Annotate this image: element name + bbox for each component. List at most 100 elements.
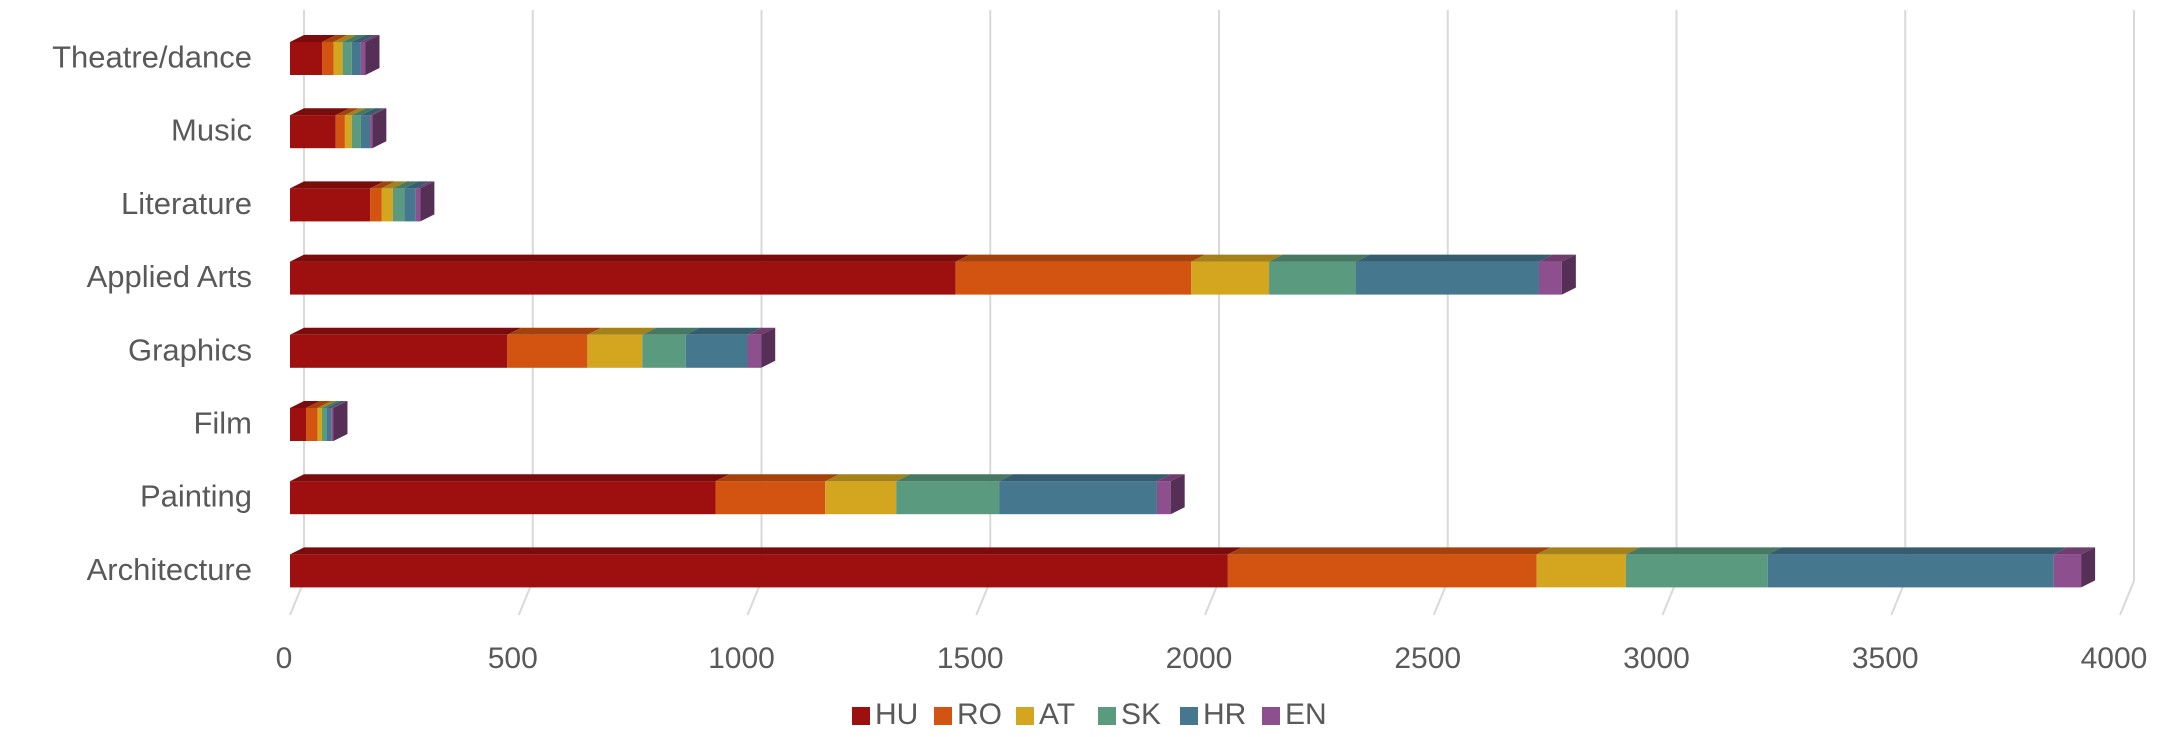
bar-applied-arts-ro bbox=[955, 254, 1206, 295]
legend-item-ro: RO bbox=[934, 698, 1002, 731]
bar-theatre-dance-hr bbox=[351, 35, 375, 75]
bar-face bbox=[1538, 261, 1562, 295]
bar-top bbox=[1355, 254, 1553, 262]
legend-label: SK bbox=[1121, 698, 1161, 731]
bar-side bbox=[333, 401, 348, 441]
bar-top bbox=[370, 181, 396, 189]
x-tick-label-1500: 1500 bbox=[937, 642, 1004, 675]
bar-top bbox=[351, 108, 375, 116]
bar-top bbox=[955, 254, 1206, 262]
bar-top bbox=[587, 327, 657, 335]
bar-top bbox=[392, 181, 419, 189]
bar-face bbox=[290, 115, 336, 149]
bar-face bbox=[326, 408, 332, 441]
bar-top bbox=[326, 401, 346, 408]
bar-architecture-sk bbox=[1625, 547, 1782, 588]
bar-face bbox=[290, 261, 956, 295]
bar-face bbox=[290, 481, 716, 515]
bar-applied-arts-en bbox=[1538, 254, 1576, 295]
bar-music-hu bbox=[290, 108, 350, 149]
bar-face bbox=[344, 115, 352, 149]
bar-architecture-ro bbox=[1227, 547, 1551, 588]
bar-face bbox=[1355, 261, 1539, 295]
bar-applied-arts-sk bbox=[1269, 254, 1370, 295]
bar-side bbox=[1170, 474, 1185, 515]
bar-top bbox=[381, 181, 407, 189]
bar-face bbox=[317, 408, 323, 441]
bar-graphics-at bbox=[587, 327, 657, 368]
bar-top bbox=[290, 35, 337, 42]
bar-literature-hu bbox=[290, 181, 385, 222]
bar-face bbox=[351, 115, 361, 149]
legend-swatch bbox=[1180, 707, 1198, 725]
bar-top bbox=[290, 474, 730, 482]
bar-face bbox=[392, 188, 405, 222]
bar-face bbox=[1767, 554, 2054, 588]
bar-face bbox=[370, 188, 382, 222]
bar-music-en bbox=[370, 108, 387, 149]
legend-item-hu: HU bbox=[852, 698, 918, 731]
bar-music-hr bbox=[360, 108, 385, 149]
gridline-floor bbox=[2119, 580, 2135, 616]
bar-top bbox=[335, 108, 359, 116]
x-tick-label-4000: 4000 bbox=[2081, 642, 2148, 675]
bar-face bbox=[747, 334, 762, 368]
bar-face bbox=[1269, 261, 1356, 295]
bar-top bbox=[1536, 547, 1640, 555]
bar-graphics-hu bbox=[290, 327, 522, 368]
bar-top bbox=[290, 547, 1242, 555]
bar-face bbox=[1536, 554, 1626, 588]
bar-top bbox=[317, 401, 337, 408]
bar-architecture-hu bbox=[290, 547, 1242, 588]
category-label-film: Film bbox=[193, 406, 252, 441]
bar-music-ro bbox=[335, 108, 359, 149]
bar-top bbox=[2053, 547, 2096, 555]
bar-face bbox=[351, 42, 361, 75]
x-tick-label-2500: 2500 bbox=[1394, 642, 1461, 675]
legend-swatch bbox=[934, 707, 952, 725]
bar-music-at bbox=[344, 108, 366, 149]
bar-side bbox=[420, 181, 435, 222]
bar-top bbox=[507, 327, 602, 335]
bar-top bbox=[290, 181, 385, 189]
x-axis-ticks: 0 500 1000 1500 2000 2500 3000 3500 4000 bbox=[276, 642, 2148, 675]
x-tick-label-500: 500 bbox=[488, 642, 538, 675]
bar-painting-hr bbox=[999, 474, 1171, 515]
bar-painting-ro bbox=[715, 474, 840, 515]
legend-item-at: AT bbox=[1016, 698, 1075, 731]
bar-film-hu bbox=[290, 401, 321, 441]
bar-top bbox=[290, 327, 522, 335]
bar-top bbox=[322, 35, 348, 42]
bar-graphics-ro bbox=[507, 327, 602, 368]
bar-face bbox=[290, 334, 508, 368]
bar-face bbox=[1227, 554, 1537, 588]
bar-top bbox=[1269, 254, 1370, 262]
bar-face bbox=[290, 408, 307, 441]
bar-literature-sk bbox=[392, 181, 419, 222]
bar-top bbox=[290, 401, 321, 408]
bar-film-sk bbox=[322, 401, 341, 441]
bar-top bbox=[1538, 254, 1576, 262]
bar-face bbox=[685, 334, 748, 368]
legend-label: RO bbox=[957, 698, 1002, 731]
bar-top bbox=[1625, 547, 1782, 555]
legend-item-en: EN bbox=[1262, 698, 1327, 731]
bar-graphics-sk bbox=[642, 327, 700, 368]
bar-architecture-hr bbox=[1767, 547, 2068, 588]
bar-face bbox=[333, 42, 343, 75]
bar-top bbox=[825, 474, 911, 482]
x-tick-label-2000: 2000 bbox=[1166, 642, 1233, 675]
bar-face bbox=[290, 554, 1228, 588]
bar-theatre-dance-sk bbox=[342, 35, 366, 75]
bar-top bbox=[685, 327, 762, 335]
bar-architecture-en bbox=[2053, 547, 2096, 588]
bar-face bbox=[1191, 261, 1270, 295]
bar-side bbox=[372, 108, 387, 149]
bar-theatre-dance-ro bbox=[322, 35, 348, 75]
bar-side bbox=[761, 327, 776, 368]
bar-film-hr bbox=[326, 401, 346, 441]
bar-top bbox=[360, 108, 385, 116]
bar-top bbox=[999, 474, 1171, 482]
x-tick-label-1000: 1000 bbox=[708, 642, 775, 675]
bar-face bbox=[1156, 481, 1171, 515]
